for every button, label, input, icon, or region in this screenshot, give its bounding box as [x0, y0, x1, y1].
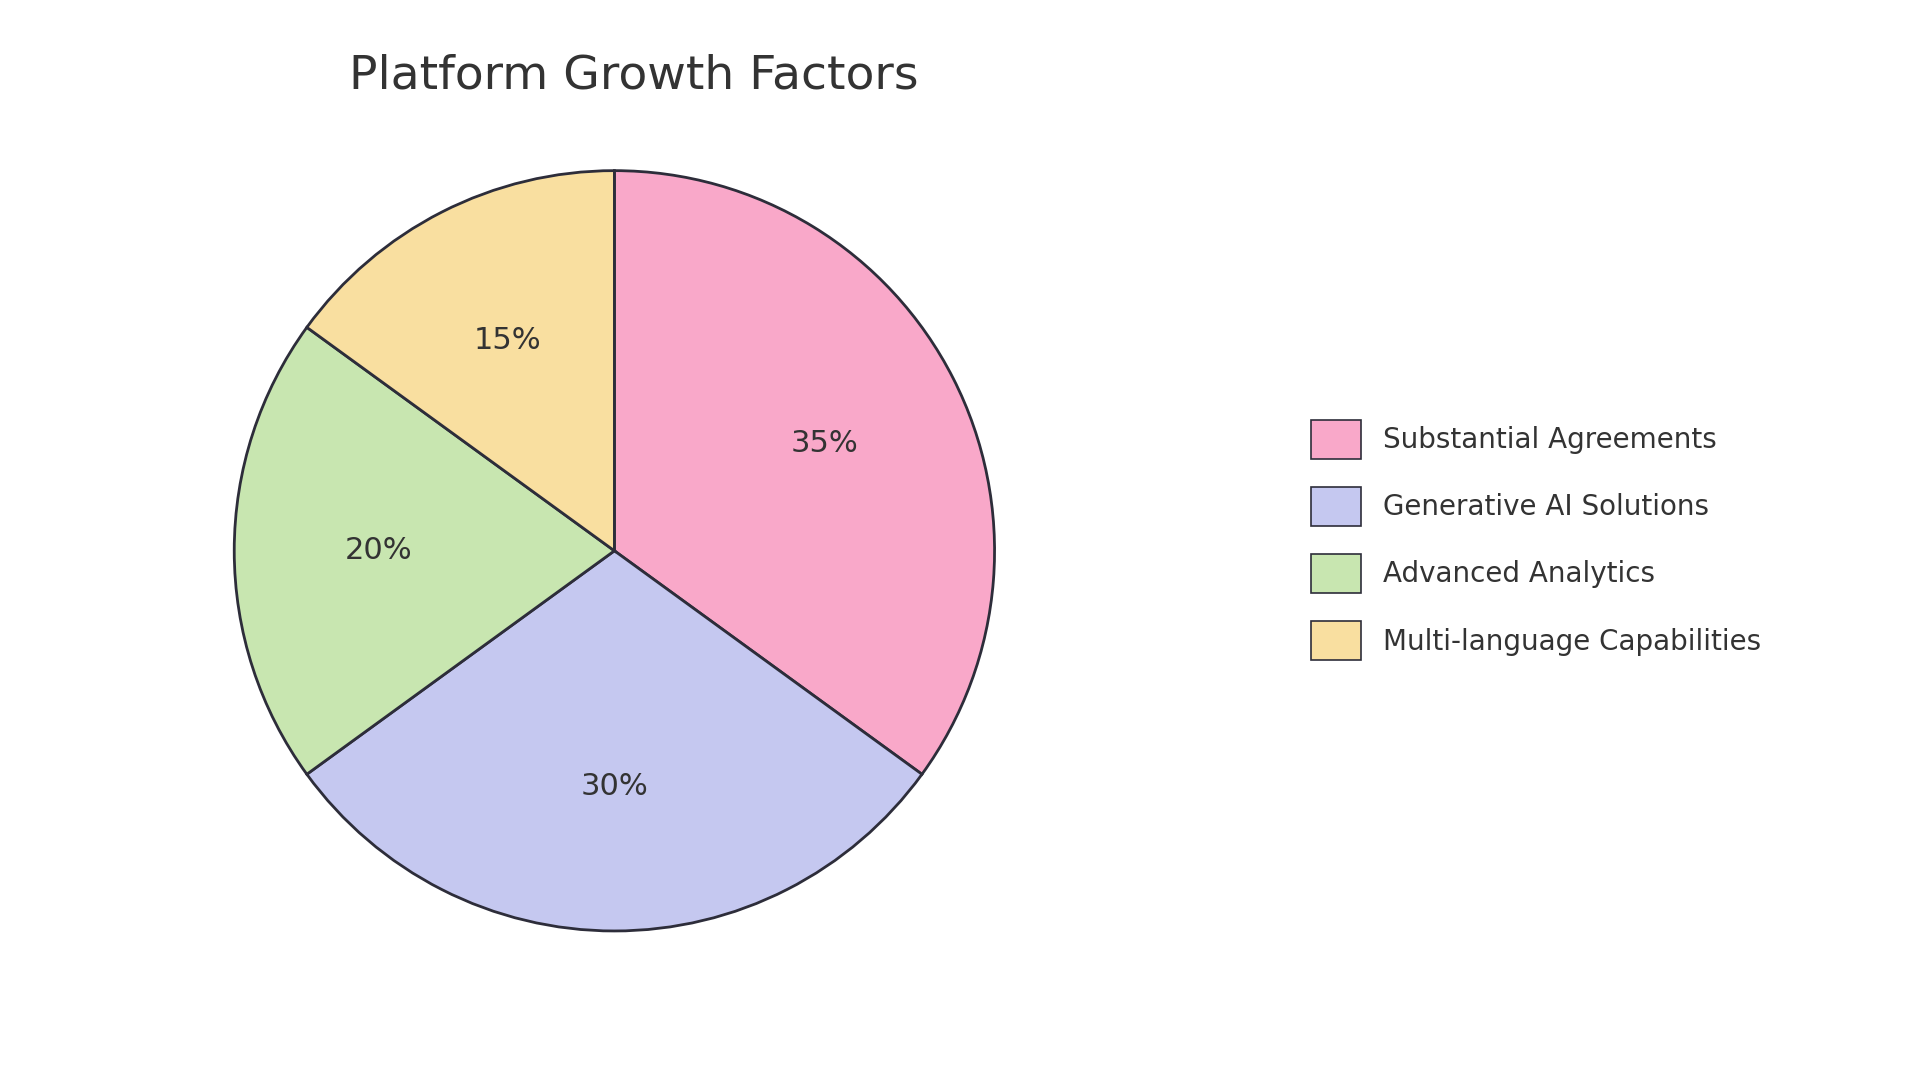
Wedge shape — [614, 171, 995, 774]
Wedge shape — [307, 171, 614, 551]
Text: Platform Growth Factors: Platform Growth Factors — [349, 53, 918, 98]
Wedge shape — [234, 327, 614, 774]
Text: 30%: 30% — [580, 772, 649, 801]
Text: 20%: 20% — [346, 537, 413, 565]
Wedge shape — [307, 551, 922, 931]
Legend: Substantial Agreements, Generative AI Solutions, Advanced Analytics, Multi-langu: Substantial Agreements, Generative AI So… — [1311, 420, 1761, 660]
Text: 15%: 15% — [474, 326, 541, 355]
Text: 35%: 35% — [791, 429, 858, 458]
